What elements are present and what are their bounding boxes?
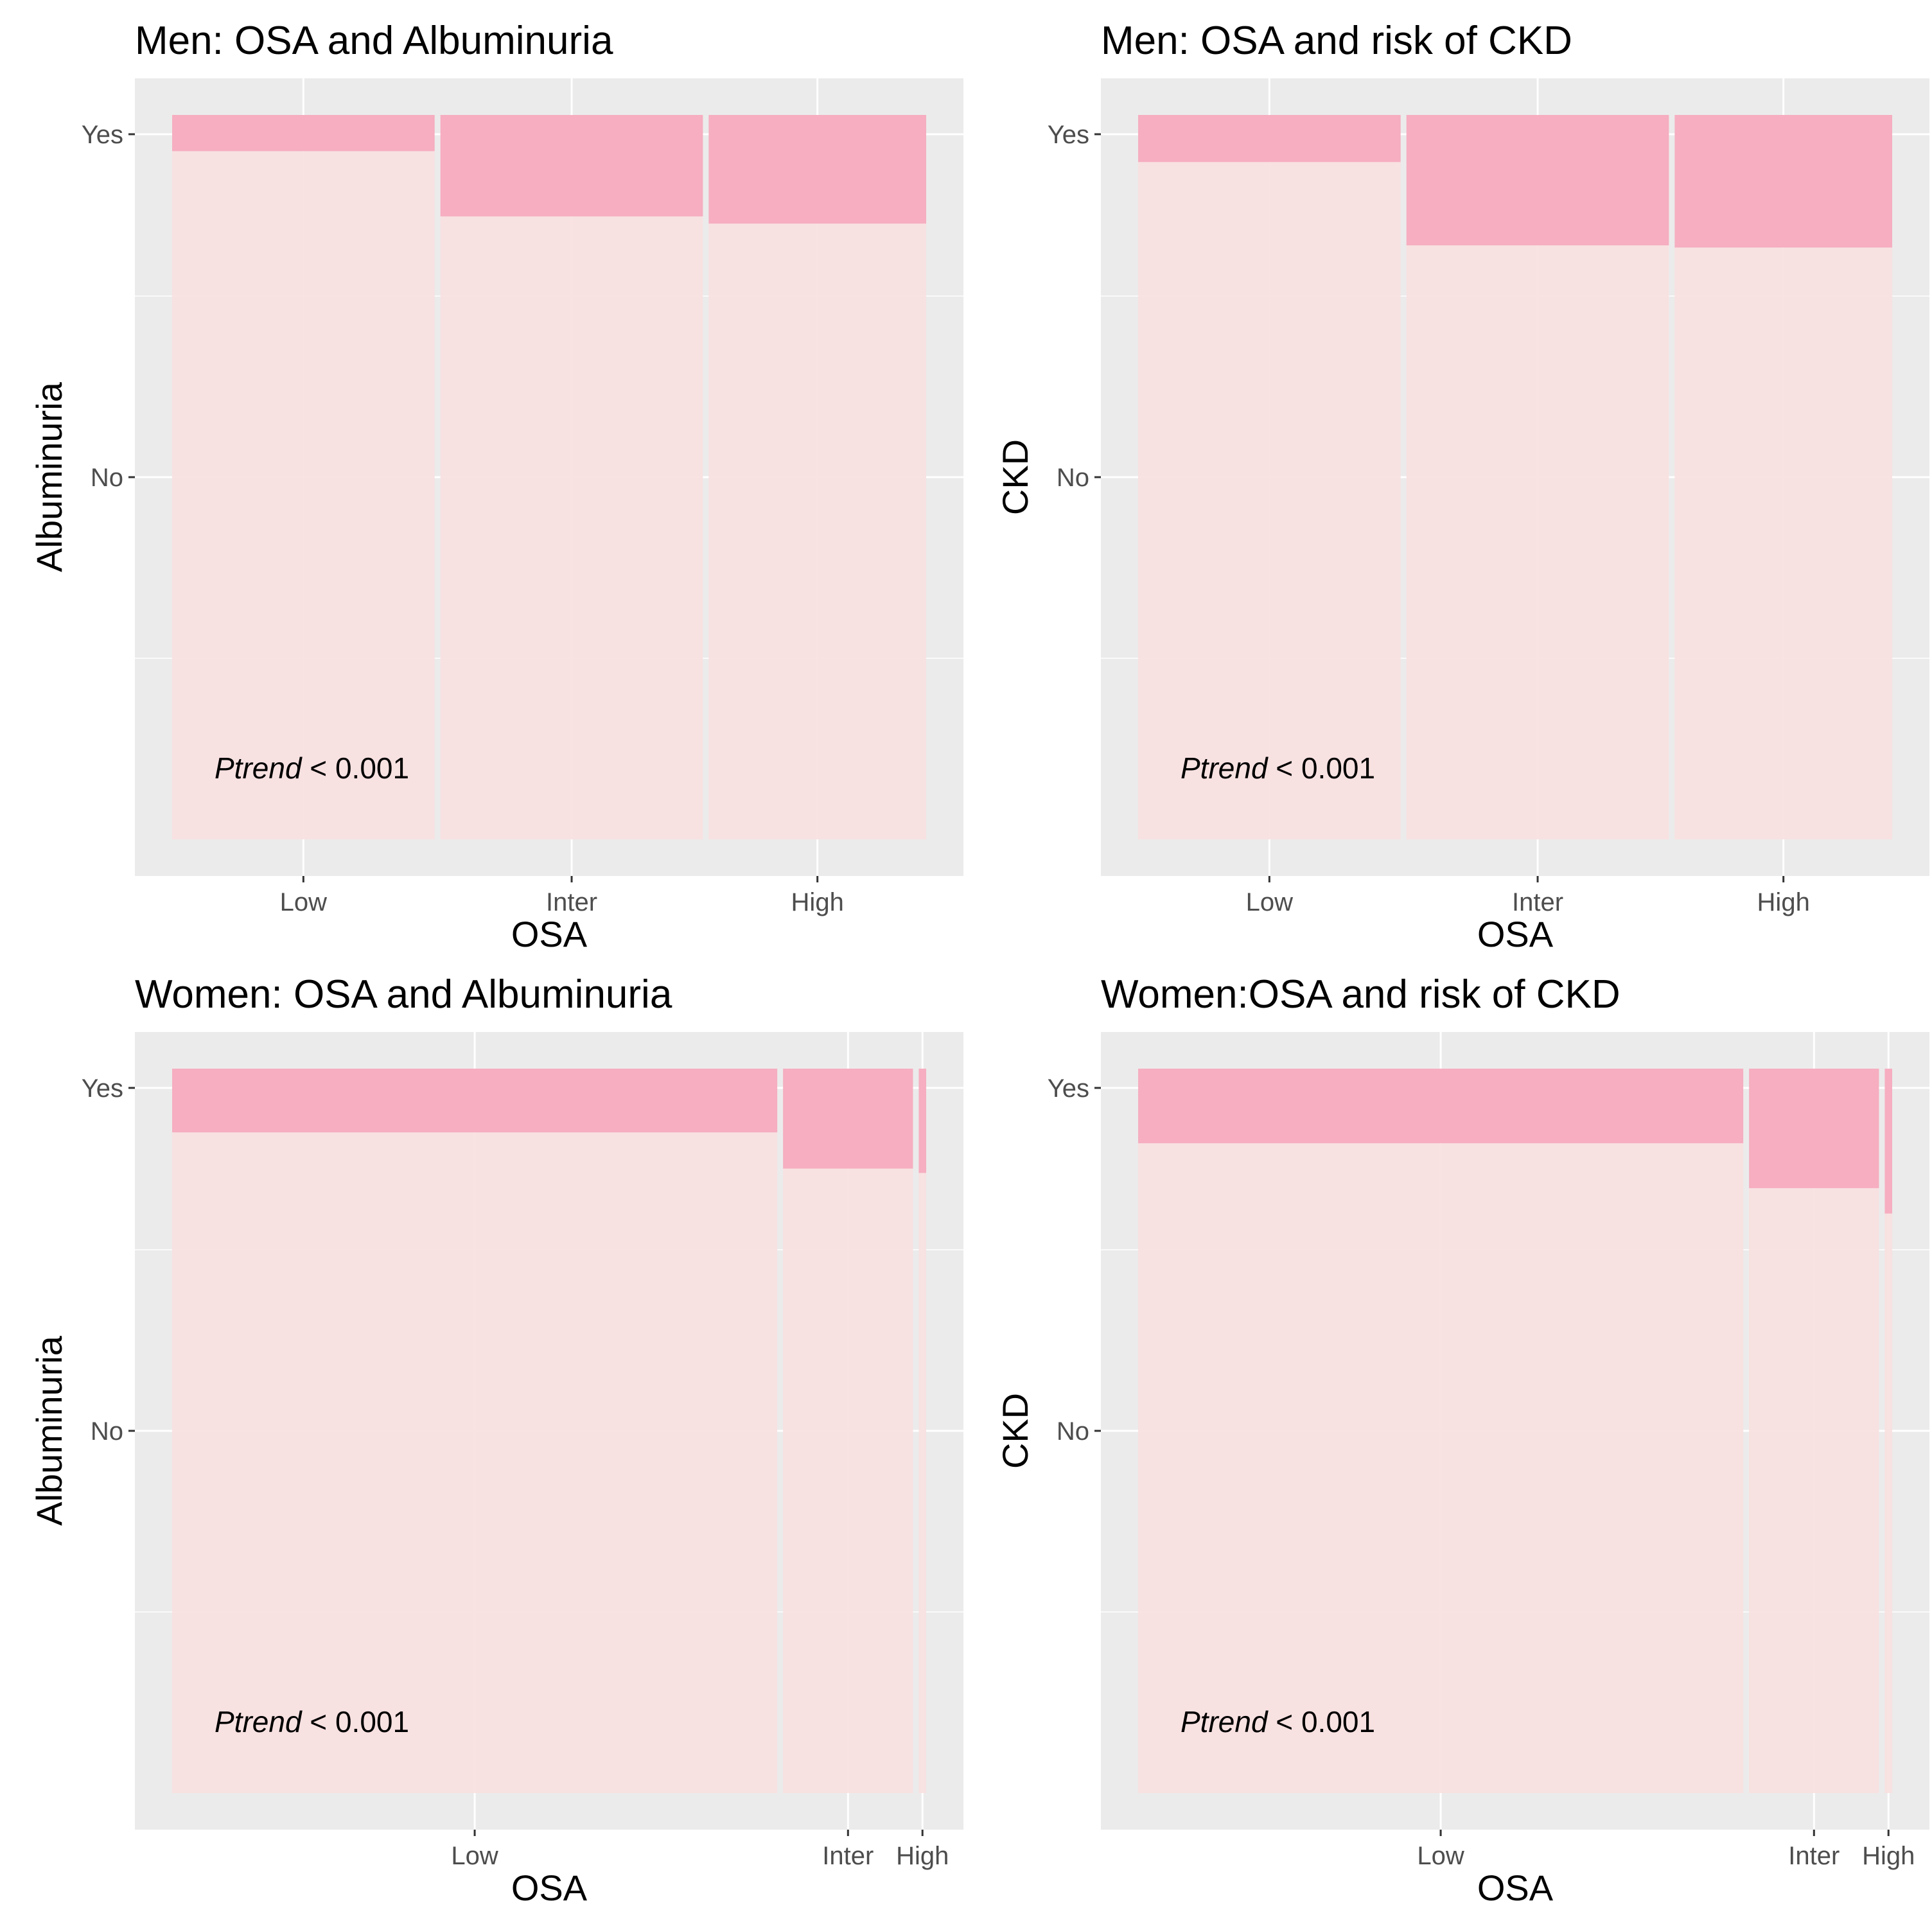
y-tick-label-no: No bbox=[1057, 464, 1089, 492]
ptrend-annotation: Ptrend < 0.001 bbox=[215, 751, 409, 785]
y-axis-title: CKD bbox=[995, 439, 1035, 515]
ptrend-annotation: Ptrend < 0.001 bbox=[215, 1705, 409, 1738]
mosaic-cell-high-yes bbox=[1674, 115, 1892, 248]
chart-title: Women:OSA and risk of CKD bbox=[1101, 972, 1620, 1017]
ptrend-label: Ptrend bbox=[1181, 1705, 1269, 1738]
x-axis-title: OSA bbox=[1477, 1868, 1554, 1908]
mosaic-cell-low-yes bbox=[172, 1069, 778, 1133]
y-tick-label-no: No bbox=[91, 464, 123, 492]
ptrend-value: < 0.001 bbox=[1268, 751, 1376, 785]
x-tick-label-inter: Inter bbox=[546, 888, 597, 916]
chart-panel-women-ckd: Women:OSA and risk of CKD Yes No Low Inter Hi… bbox=[995, 972, 1929, 1908]
mosaic-cell-high-no bbox=[708, 223, 926, 839]
ptrend-label: Ptrend bbox=[215, 751, 303, 785]
mosaic-cell-low-no bbox=[1138, 1143, 1744, 1793]
y-axis-title: Albuminuria bbox=[29, 1335, 69, 1526]
mosaic-cell-low-yes bbox=[1138, 115, 1401, 162]
mosaic-cell-inter-no bbox=[1749, 1188, 1879, 1793]
ptrend-annotation: Ptrend < 0.001 bbox=[1181, 1705, 1375, 1738]
mosaic-cell-inter-yes bbox=[1406, 115, 1669, 246]
ptrend-label: Ptrend bbox=[1181, 751, 1269, 785]
mosaic-cell-inter-no bbox=[783, 1168, 913, 1793]
ptrend-value: < 0.001 bbox=[1268, 1705, 1376, 1738]
x-axis-title: OSA bbox=[511, 1868, 588, 1908]
x-tick-label-high: High bbox=[791, 888, 844, 916]
y-axis-title: CKD bbox=[995, 1393, 1035, 1469]
y-tick-label-yes: Yes bbox=[1048, 1074, 1089, 1103]
mosaic-cell-high-no bbox=[918, 1173, 926, 1793]
mosaic-cell-low-no bbox=[172, 1132, 778, 1793]
chart-panel-men-ckd: Men: OSA and risk of CKD Yes No Low Inter Hig… bbox=[995, 19, 1929, 954]
mosaic-cell-low-no bbox=[1138, 162, 1401, 839]
y-tick-label-yes: Yes bbox=[1048, 121, 1089, 149]
x-axis-title: OSA bbox=[511, 914, 588, 954]
chart-panel-women-albuminuria: Women: OSA and Albuminuria Yes No Low Inter H… bbox=[29, 972, 963, 1908]
x-tick-label-low: Low bbox=[1417, 1842, 1464, 1870]
mosaic-cell-inter-no bbox=[440, 216, 703, 839]
y-tick-label-yes: Yes bbox=[82, 1074, 123, 1103]
x-tick-label-inter: Inter bbox=[1788, 1842, 1840, 1870]
y-tick-label-yes: Yes bbox=[82, 121, 123, 149]
mosaic-cell-high-no bbox=[1884, 1213, 1892, 1793]
y-axis-title: Albuminuria bbox=[29, 381, 69, 572]
mosaic-cell-high-no bbox=[1674, 247, 1892, 839]
mosaic-cell-inter-no bbox=[1406, 245, 1669, 839]
chart-title: Men: OSA and Albuminuria bbox=[135, 19, 613, 63]
ptrend-annotation: Ptrend < 0.001 bbox=[1181, 751, 1375, 785]
x-tick-label-low: Low bbox=[1246, 888, 1293, 916]
mosaic-cell-low-yes bbox=[172, 115, 435, 152]
x-axis-title: OSA bbox=[1477, 914, 1554, 954]
y-tick-label-no: No bbox=[91, 1417, 123, 1446]
ptrend-label: Ptrend bbox=[215, 1705, 303, 1738]
y-tick-label-no: No bbox=[1057, 1417, 1089, 1446]
x-tick-label-inter: Inter bbox=[822, 1842, 874, 1870]
mosaic-cell-inter-yes bbox=[440, 115, 703, 216]
mosaic-cell-inter-yes bbox=[783, 1069, 913, 1169]
ptrend-value: < 0.001 bbox=[302, 751, 410, 785]
mosaic-cell-high-yes bbox=[708, 115, 926, 224]
ptrend-value: < 0.001 bbox=[302, 1705, 410, 1738]
chart-panel-men-albuminuria: Men: OSA and Albuminuria Yes No Low Inter Hig… bbox=[29, 19, 963, 954]
mosaic-cell-inter-yes bbox=[1749, 1069, 1879, 1189]
mosaic-cell-low-no bbox=[172, 151, 435, 839]
chart-title: Women: OSA and Albuminuria bbox=[135, 972, 672, 1017]
x-tick-label-high: High bbox=[1862, 1842, 1915, 1870]
mosaic-cell-high-yes bbox=[1884, 1069, 1892, 1214]
chart-title: Men: OSA and risk of CKD bbox=[1101, 19, 1572, 63]
x-tick-label-high: High bbox=[896, 1842, 949, 1870]
mosaic-cell-high-yes bbox=[918, 1069, 926, 1173]
x-tick-label-inter: Inter bbox=[1512, 888, 1563, 916]
x-tick-label-low: Low bbox=[280, 888, 327, 916]
mosaic-cell-low-yes bbox=[1138, 1069, 1744, 1144]
x-tick-label-low: Low bbox=[451, 1842, 498, 1870]
x-tick-label-high: High bbox=[1757, 888, 1810, 916]
